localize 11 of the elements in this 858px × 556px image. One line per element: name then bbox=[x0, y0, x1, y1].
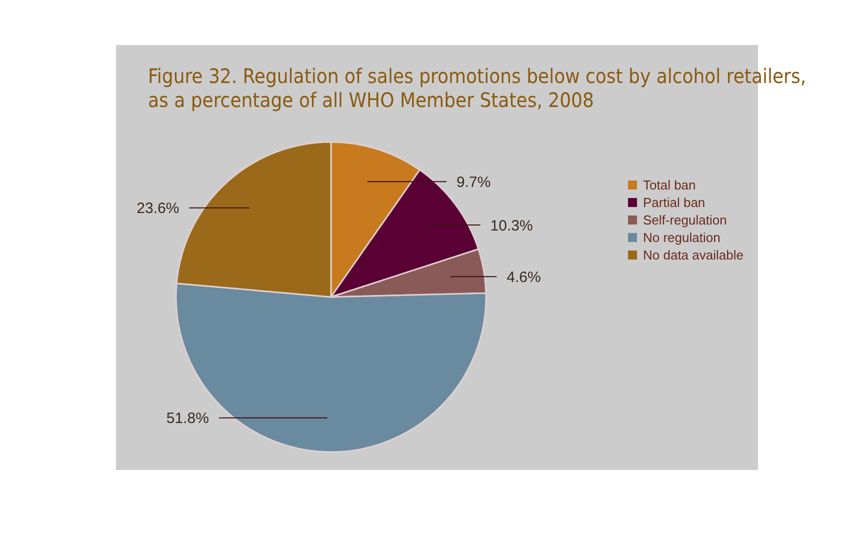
data-label: 23.6% bbox=[136, 200, 180, 218]
data-label: 9.7% bbox=[456, 174, 491, 191]
data-label: 10.3% bbox=[490, 217, 533, 234]
data-label: 51.8% bbox=[166, 410, 209, 428]
legend-label: No regulation bbox=[643, 230, 720, 246]
chart-title: Figure 32. Regulation of sales promotions below cost by alcohol retailers, as a percentage of all WHO Member States, 2008 bbox=[148, 64, 806, 112]
legend-label: No data available bbox=[643, 248, 744, 263]
data-label: 4.6% bbox=[506, 268, 541, 286]
legend-label: Self-regulation bbox=[643, 212, 727, 228]
legend-label: Total ban bbox=[643, 178, 696, 193]
legend-label: Partial ban bbox=[643, 195, 706, 210]
